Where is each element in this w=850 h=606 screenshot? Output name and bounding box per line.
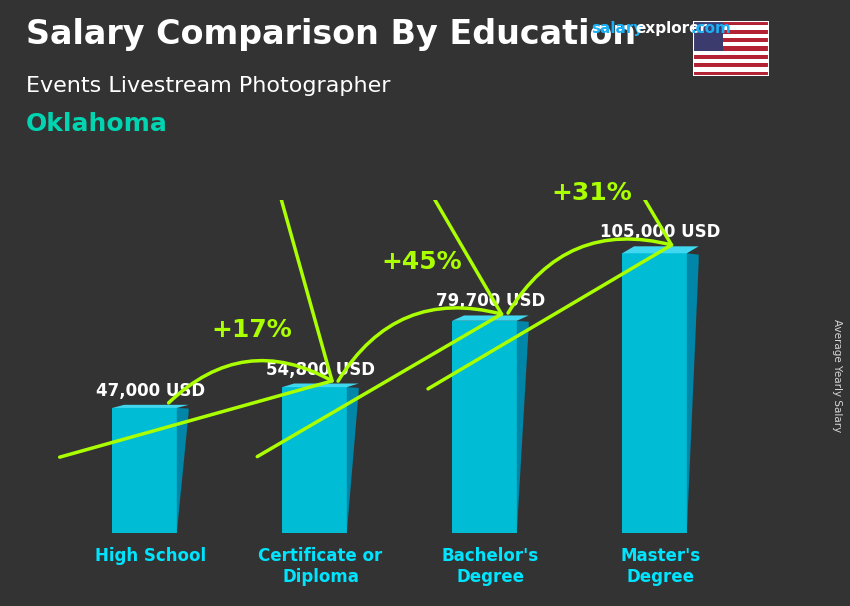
Text: +17%: +17% xyxy=(211,318,292,342)
Polygon shape xyxy=(347,387,359,533)
Bar xyxy=(693,67,769,72)
Text: .com: .com xyxy=(690,21,731,36)
FancyArrowPatch shape xyxy=(428,1,672,389)
FancyBboxPatch shape xyxy=(282,387,347,533)
FancyBboxPatch shape xyxy=(112,408,177,533)
Text: +45%: +45% xyxy=(382,250,462,274)
Bar xyxy=(693,59,769,63)
Bar xyxy=(693,55,769,59)
Polygon shape xyxy=(282,384,359,387)
Bar xyxy=(693,72,769,76)
Text: +31%: +31% xyxy=(551,181,632,205)
Text: explorer: explorer xyxy=(636,21,708,36)
FancyArrowPatch shape xyxy=(258,70,502,457)
Polygon shape xyxy=(622,246,699,253)
Bar xyxy=(693,50,769,55)
Polygon shape xyxy=(687,253,699,533)
Text: Oklahoma: Oklahoma xyxy=(26,112,167,136)
FancyBboxPatch shape xyxy=(622,253,687,533)
FancyBboxPatch shape xyxy=(452,321,517,533)
Text: 54,800 USD: 54,800 USD xyxy=(266,361,375,379)
Text: 47,000 USD: 47,000 USD xyxy=(96,382,205,400)
Polygon shape xyxy=(452,316,529,321)
Bar xyxy=(693,30,769,34)
Text: Events Livestream Photographer: Events Livestream Photographer xyxy=(26,76,390,96)
FancyArrowPatch shape xyxy=(60,108,332,457)
Bar xyxy=(693,21,723,50)
Bar xyxy=(693,38,769,42)
Bar xyxy=(693,34,769,38)
Bar xyxy=(693,47,769,50)
Polygon shape xyxy=(112,405,189,408)
Bar xyxy=(693,42,769,47)
Text: Average Yearly Salary: Average Yearly Salary xyxy=(832,319,842,432)
Bar xyxy=(693,25,769,30)
Text: salary: salary xyxy=(591,21,643,36)
Text: 79,700 USD: 79,700 USD xyxy=(436,293,545,310)
Polygon shape xyxy=(517,321,529,533)
Bar xyxy=(693,21,769,25)
Polygon shape xyxy=(177,408,189,533)
Bar xyxy=(693,63,769,67)
Text: Salary Comparison By Education: Salary Comparison By Education xyxy=(26,18,636,51)
Text: 105,000 USD: 105,000 USD xyxy=(600,223,721,241)
